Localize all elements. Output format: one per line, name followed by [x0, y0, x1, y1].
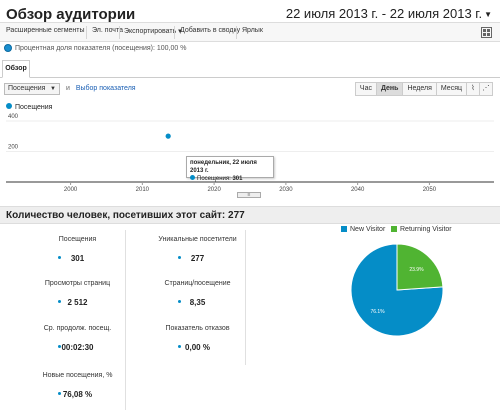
shortcut-button[interactable]: Ярлык: [242, 27, 263, 34]
vs-label: и: [65, 85, 70, 92]
metric-value: 301: [70, 254, 85, 263]
toolbar-separator: [174, 26, 175, 39]
metric-label: Посещения: [58, 236, 97, 243]
metric-label: Страниц/посещение: [164, 280, 231, 287]
x-tick-label: 2030: [279, 187, 293, 193]
chevron-down-icon: ▼: [50, 86, 56, 92]
segment-label: Процентная доля показателя (посещения): …: [15, 44, 187, 52]
metric-value: 2 512: [67, 298, 88, 307]
metric-value: 0,00 %: [185, 343, 210, 352]
email-button[interactable]: Эл. почта: [92, 27, 123, 34]
toolbar-separator: [236, 26, 237, 39]
metric-label: Показатель отказов: [165, 325, 230, 332]
pie-legend-new: New Visitor: [341, 226, 385, 233]
series-legend-label: Посещения: [15, 104, 53, 111]
sparkline-icon: [58, 300, 61, 303]
granularity-month-button[interactable]: Месяц: [435, 82, 467, 96]
toolbar: Расширенные сегменты Эл. почта Экспортир…: [0, 22, 500, 42]
tab-overview[interactable]: Обзор: [2, 60, 30, 78]
pie-legend-returning: Returning Visitor: [391, 226, 452, 233]
tooltip-dot-icon: [190, 175, 195, 180]
metric-label: Уникальные посетители: [158, 236, 237, 243]
sparkline-icon: [178, 345, 181, 348]
granularity-switcher: Час День Неделя Месяц ⌇ ⋰: [354, 82, 493, 96]
advanced-segments-button[interactable]: Расширенные сегменты: [6, 27, 85, 34]
series-legend: Посещения: [6, 103, 52, 111]
legend-swatch: [341, 226, 347, 233]
chart-tooltip: понедельник, 22 июля 2013 г. Посещения: …: [186, 156, 274, 182]
metric-avg-visit-duration[interactable]: Ср. продолж. посещ. 00:02:30: [20, 325, 135, 365]
metric-divider: [245, 230, 246, 365]
stats-headline: Количество человек, посетивших этот сайт…: [6, 210, 245, 221]
segment-dot-icon: [4, 44, 12, 52]
tooltip-label: Посещения:: [197, 176, 231, 182]
toolbar-separator: [86, 26, 87, 39]
metric-pages-per-visit[interactable]: Страниц/посещение 8,35: [140, 280, 255, 320]
export-button[interactable]: Экспортировать ▾: [124, 28, 182, 35]
metric-value: 8,35: [189, 298, 206, 307]
metric-label: Новые посещения, %: [42, 372, 113, 379]
pie-slice-label: 76.1%: [370, 309, 385, 315]
x-tick-label: 2000: [64, 187, 78, 193]
x-tick-label: 2010: [136, 187, 150, 193]
metric-label: Просмотры страниц: [44, 280, 111, 287]
pie-slice-returning-visitor[interactable]: [396, 243, 444, 291]
metric-pageviews[interactable]: Просмотры страниц 2 512: [20, 280, 135, 320]
y-tick-label: 400: [8, 114, 19, 120]
x-tick-label: 2020: [207, 187, 221, 193]
series-dot-icon: [6, 103, 12, 109]
date-range-label: 22 июля 2013 г. - 22 июля 2013 г.: [285, 6, 483, 21]
pie-legend-label: Returning Visitor: [400, 226, 452, 233]
chart-scroll-handle[interactable]: ≡: [237, 192, 261, 198]
tab-strip: Обзор: [0, 60, 500, 78]
sparkline-icon: [58, 392, 61, 395]
legend-swatch: [391, 226, 397, 233]
stats-header: Количество человек, посетивших этот сайт…: [0, 206, 500, 224]
sparkline-icon: [58, 345, 61, 348]
chart-controls: Посещения ▼ и Выбор показателя: [4, 83, 136, 95]
sparkline-icon: [178, 256, 181, 259]
page-title: Обзор аудитории: [6, 6, 136, 23]
sparkline-icon: [178, 300, 181, 303]
metric-value: 76,08 %: [62, 390, 93, 399]
sparkline-icon: [58, 256, 61, 259]
date-range-picker[interactable]: 22 июля 2013 г. - 22 июля 2013 г. ▼: [286, 6, 492, 21]
segment-indicator[interactable]: Процентная доля показателя (посещения): …: [4, 44, 186, 54]
pie-slice-label: 23.9%: [409, 267, 424, 273]
grid-view-icon[interactable]: [481, 27, 492, 38]
toolbar-separator: [119, 26, 120, 39]
tooltip-row: Посещения: 301: [190, 175, 270, 183]
metric-select[interactable]: Посещения ▼: [4, 83, 60, 95]
export-label: Экспортировать: [124, 28, 177, 35]
pick-metric-link[interactable]: Выбор показателя: [75, 85, 136, 92]
metric-value: 00:02:30: [61, 343, 94, 352]
pie-legend-label: New Visitor: [350, 226, 386, 233]
chevron-down-icon: ▼: [484, 10, 492, 20]
metric-value: 277: [190, 254, 205, 263]
metric-unique-visitors[interactable]: Уникальные посетители 277: [140, 236, 255, 276]
data-point[interactable]: [165, 133, 171, 139]
metric-new-visits[interactable]: Новые посещения, % 76,08 %: [20, 372, 135, 412]
metric-bounce-rate[interactable]: Показатель отказов 0,00 %: [140, 325, 255, 365]
metric-divider: [125, 230, 126, 410]
metric-label: Ср. продолж. посещ.: [43, 325, 112, 332]
x-tick-label: 2040: [351, 187, 365, 193]
metric-select-label: Посещения: [8, 85, 46, 92]
metric-visits[interactable]: Посещения 301: [20, 236, 135, 276]
add-to-dashboard-button[interactable]: Добавить в сводку: [180, 27, 241, 34]
timeline-chart: 400 200 2000 2010 2020 2030 2040 2050: [6, 114, 494, 193]
tooltip-date: понедельник, 22 июля 2013 г.: [190, 160, 257, 174]
motion-chart-icon[interactable]: ⋰: [479, 82, 493, 96]
y-tick-label: 200: [8, 145, 19, 151]
x-tick-label: 2050: [423, 187, 437, 193]
tooltip-value: 301: [232, 176, 243, 182]
